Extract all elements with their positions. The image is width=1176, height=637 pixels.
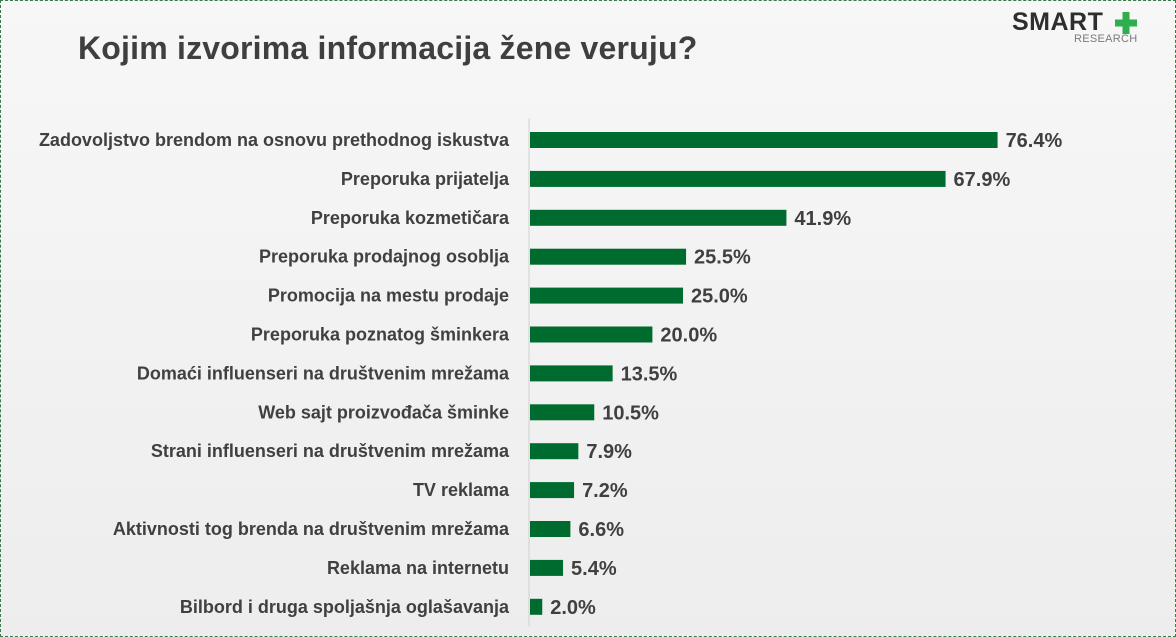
category-label: Zadovoljstvo brendom na osnovu prethodno…: [39, 130, 510, 150]
data-label: 76.4%: [1006, 130, 1063, 152]
bar: [530, 482, 575, 499]
bar: [530, 248, 687, 265]
chart-title: Kojim izvorima informacija žene veruju?: [78, 30, 698, 66]
category-label: TV reklama: [413, 480, 510, 500]
data-label: 7.2%: [582, 480, 628, 502]
data-label: 67.9%: [954, 169, 1011, 191]
bar: [530, 132, 998, 148]
bar: [530, 521, 571, 537]
category-label: Reklama na internetu: [327, 558, 509, 578]
data-label: 25.0%: [691, 286, 748, 308]
plus-icon-horizontal: [1115, 19, 1137, 27]
data-label: 20.0%: [660, 325, 717, 347]
data-label: 6.6%: [578, 519, 624, 541]
data-label: 5.4%: [571, 558, 617, 580]
category-label: Promocija na mestu prodaje: [268, 286, 509, 306]
bar: [530, 404, 595, 421]
bar: [530, 365, 613, 382]
category-label: Bilbord i druga spoljašnja oglašavanja: [180, 597, 510, 617]
logo-subtitle: RESEARCH: [1074, 33, 1138, 45]
category-label: Preporuka prijatelja: [341, 169, 510, 189]
category-label: Domaći influenseri na društvenim mrežama: [137, 363, 510, 383]
data-label: 2.0%: [550, 597, 596, 619]
category-label: Strani influenseri na društvenim mrežama: [151, 441, 510, 461]
bar: [530, 326, 653, 343]
bar: [530, 598, 543, 615]
data-label: 41.9%: [794, 208, 851, 230]
bar: [530, 287, 683, 304]
category-label: Aktivnosti tog brenda na društvenim mrež…: [113, 519, 510, 539]
category-label: Preporuka prodajnog osoblja: [259, 247, 510, 267]
data-label: 10.5%: [602, 402, 659, 424]
data-label: 13.5%: [621, 363, 678, 385]
category-label: Preporuka kozmetičara: [311, 208, 510, 228]
plus-icon: [1115, 12, 1137, 34]
bar: [530, 209, 787, 226]
category-label: Preporuka poznatog šminkera: [251, 325, 510, 345]
data-label: 25.5%: [694, 247, 751, 269]
data-label: 7.9%: [586, 441, 632, 463]
logo-wordmark: SMART: [1012, 8, 1104, 36]
bar: [530, 170, 946, 187]
category-label: Web sajt proizvođača šminke: [258, 402, 509, 422]
bar: [530, 559, 564, 576]
smart-research-logo: SMART RESEARCH: [1012, 6, 1142, 50]
bar: [530, 443, 579, 460]
